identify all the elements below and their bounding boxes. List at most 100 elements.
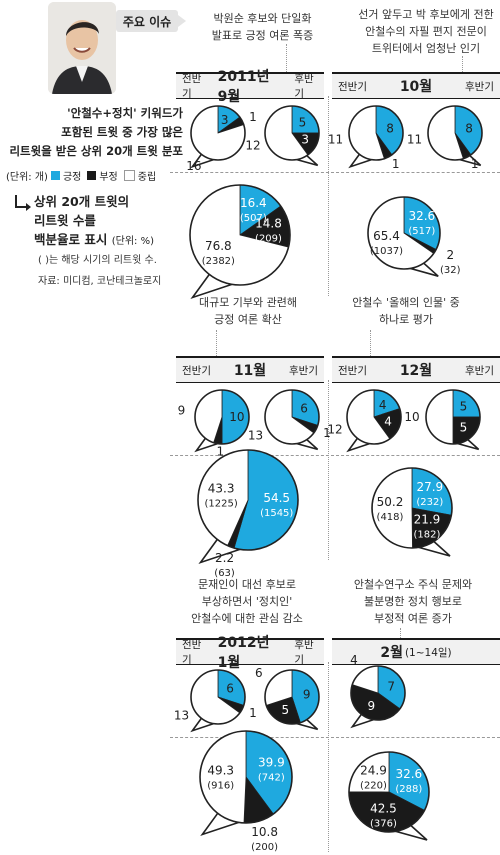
count-label-neutral: 11: [407, 132, 422, 146]
column-divider: [328, 380, 329, 560]
count-label-negative: 1: [249, 110, 257, 124]
note-jan-early: 문재인이 대선 후보로 부상하면서 '정치인' 안철수에 대한 관심 감소: [191, 578, 303, 625]
period-header-jan: 전반기 2012년 1월 후반기: [176, 635, 324, 671]
pct-count-negative: (63): [214, 568, 235, 579]
pct-label-negative: 21.9: [414, 513, 441, 527]
count-label-positive: 9: [303, 688, 311, 702]
pct-label-negative: 14.8: [255, 217, 282, 231]
bubble-outline: [371, 467, 453, 549]
chart-title: '안철수+정치' 키워드가 포함된 트윗 중 가장 많은 리트윗을 받은 상위 …: [9, 106, 183, 158]
bubble-outline: [348, 751, 430, 833]
pct-count-neutral: (418): [377, 512, 404, 523]
count-label-positive: 6: [226, 681, 234, 695]
note-leader: [370, 330, 371, 356]
note-oct-late: 선거 앞두고 박 후보에게 전한 안철수의 자필 편지 전문이 트위터에서 엄청난 …: [358, 8, 494, 55]
pct-count-neutral: (2382): [202, 256, 235, 267]
note-feb: 안철수연구소 주식 문제와 불분명한 정치 행보로 부정적 여론 증가: [353, 578, 473, 625]
period-header-dec: 전반기 12월 후반기: [332, 356, 500, 383]
corner-arrow-icon: [15, 195, 31, 211]
count-label-neutral: 16: [186, 159, 201, 173]
pct-label-negative: 10.8: [251, 825, 278, 839]
pct-count-negative: (209): [255, 234, 282, 245]
pct-pie-1: [189, 184, 291, 300]
legend-negative: 부정: [99, 172, 118, 183]
count-label-negative: 1: [217, 445, 225, 459]
count-label-negative: 5: [460, 421, 468, 435]
legend: (단위: 개) 긍정 부정 중립: [6, 168, 186, 183]
count-label-positive: 10: [229, 410, 244, 424]
count-label-negative: 1: [323, 426, 331, 440]
pct-explanation: 상위 20개 트윗의 리트윗 수를 백분율로 표시 (단위: %): [34, 194, 154, 247]
count-label-neutral: 11: [328, 132, 343, 146]
count-label-neutral: 12: [327, 423, 342, 437]
pie-slice-neutral: [425, 389, 454, 445]
count-label-positive: 5: [299, 115, 307, 129]
count-label-positive: 4: [379, 398, 387, 412]
bubble-outline: [425, 389, 481, 445]
bubble-outline: [264, 389, 320, 445]
pct-count-positive: (507): [240, 213, 267, 224]
count-label-negative: 1: [392, 157, 400, 171]
pct-pie-4: [371, 467, 453, 557]
count-pie-4: [427, 105, 483, 167]
legend-swatch-negative: [87, 171, 97, 180]
pct-pie-5: [199, 730, 293, 837]
legend-swatch-positive: [50, 171, 60, 180]
pct-label-positive: 54.5: [263, 491, 290, 505]
note-leader: [216, 330, 217, 356]
issue-label: 주요 이슈: [116, 10, 178, 32]
count-label-neutral: 13: [248, 429, 263, 443]
note-dec-early: 안철수 '올해의 인물' 중 하나로 평가: [352, 296, 460, 326]
note-leader: [400, 628, 401, 638]
pct-count-neutral: (1225): [204, 498, 237, 509]
count-pie-7: [346, 389, 402, 453]
pct-count-positive: (517): [408, 226, 435, 237]
pct-pie-3: [197, 449, 299, 565]
pct-count-neutral: (916): [207, 780, 234, 791]
period-header-sep: 전반기 2011년 9월 후반기: [176, 69, 324, 105]
bubble-outline: [190, 105, 246, 161]
bubble-outline: [348, 105, 404, 161]
count-label-positive: 6: [300, 401, 308, 415]
pct-count-negative: (376): [370, 819, 397, 830]
bubble-outline: [350, 665, 406, 721]
count-label-neutral: 13: [174, 709, 189, 723]
count-label-negative: 9: [367, 699, 375, 713]
pct-pie-6: [348, 751, 430, 841]
pct-count-neutral: (220): [360, 780, 387, 791]
note-nov-early: 대규모 기부와 관련해 긍정 여론 확산: [198, 296, 298, 326]
pct-count-positive: (742): [258, 773, 285, 784]
period-header-oct: 전반기 10월 후반기: [332, 72, 500, 99]
pct-label-negative: 2: [446, 248, 454, 262]
portrait-photo: [48, 2, 116, 94]
bubble-outline: [189, 184, 291, 286]
source-note: 자료: 미디컴, 코난테크놀로지: [38, 276, 162, 287]
pct-label-neutral: 76.8: [205, 239, 232, 253]
pct-label-neutral: 24.9: [360, 763, 387, 777]
period-header-feb: 2월 (1~14일): [332, 638, 500, 665]
count-label-neutral: 4: [350, 653, 358, 667]
column-divider: [328, 96, 329, 296]
bubble-outline: [190, 669, 246, 725]
count-label-positive: 8: [465, 121, 473, 135]
count-pie-1: [190, 105, 246, 169]
count-label-negative: 1: [249, 706, 257, 720]
pct-count-negative: (182): [414, 530, 441, 541]
pct-count-positive: (1545): [260, 508, 293, 519]
count-pie-2: [264, 105, 320, 167]
pct-label-neutral: 50.2: [377, 495, 404, 509]
row-divider: [170, 737, 500, 738]
count-label-positive: 7: [387, 679, 395, 693]
count-label-negative: 1: [471, 157, 479, 171]
count-label-negative: 3: [301, 133, 309, 147]
pct-label-positive: 39.9: [258, 756, 285, 770]
bubble-outline: [199, 730, 293, 824]
period-header-nov: 전반기 11월 후반기: [176, 356, 324, 383]
pct-label-negative: 2.2: [215, 551, 234, 565]
count-label-neutral: 9: [178, 404, 186, 418]
pct-pie-2: [367, 196, 441, 277]
pct-count-negative: (32): [440, 265, 461, 276]
pct-label-positive: 32.6: [408, 209, 435, 223]
count-pie-6: [264, 389, 320, 451]
